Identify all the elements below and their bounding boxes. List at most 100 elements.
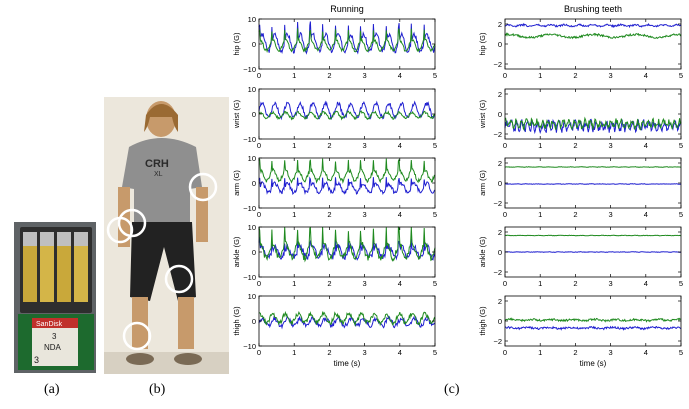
series-line: [258, 236, 436, 261]
x-tick-label: 0: [503, 348, 507, 357]
x-tick-label: 2: [327, 141, 331, 150]
chart-title: Running: [330, 4, 364, 14]
sensor-marker-arm: [188, 172, 218, 202]
series-line: [504, 32, 682, 40]
x-tick-label: 3: [609, 348, 613, 357]
x-tick-label: 2: [327, 210, 331, 219]
subject-photo: CRH XL: [104, 97, 229, 374]
plot-frame: [504, 157, 682, 209]
x-tick-label: 1: [292, 210, 296, 219]
y-tick-label: 0: [498, 317, 502, 326]
x-tick-label: 5: [679, 210, 683, 219]
x-tick-label: 5: [679, 348, 683, 357]
series-line: [258, 158, 436, 184]
y-tick-label: 0: [498, 248, 502, 257]
x-tick-label: 1: [292, 141, 296, 150]
series-line: [504, 118, 682, 135]
device-photo-drawing: SanDisk 3 NDA 3: [14, 222, 96, 373]
x-tick-label: 4: [398, 279, 402, 288]
y-tick-label: 0: [498, 40, 502, 49]
y-tick-label: −2: [493, 199, 502, 208]
series-line: [504, 22, 682, 29]
x-tick-label: 4: [644, 210, 648, 219]
x-tick-label: 3: [363, 71, 367, 80]
x-axis-label: time (s): [580, 359, 607, 368]
right-shoe: [174, 353, 202, 365]
battery: [74, 232, 88, 302]
x-tick-label: 0: [257, 210, 261, 219]
x-tick-label: 2: [327, 71, 331, 80]
x-tick-label: 5: [679, 71, 683, 80]
x-tick-label: 0: [257, 279, 261, 288]
x-tick-label: 2: [573, 71, 577, 80]
y-axis-label: thigh (G): [478, 306, 487, 336]
battery: [40, 232, 54, 302]
x-tick-label: 3: [609, 71, 613, 80]
card-brand: SanDisk: [36, 321, 63, 328]
x-tick-label: 5: [679, 141, 683, 150]
x-tick-label: 4: [644, 141, 648, 150]
y-tick-label: 2: [498, 159, 502, 168]
x-tick-label: 3: [363, 279, 367, 288]
x-tick-label: 0: [257, 71, 261, 80]
y-tick-label: 0: [252, 110, 256, 119]
series-line: [258, 176, 436, 196]
x-tick-label: 2: [573, 279, 577, 288]
series-line: [504, 234, 682, 237]
sensor-marker-thigh: [164, 264, 194, 294]
x-tick-label: 1: [292, 348, 296, 357]
sensor-marker-ankle: [122, 321, 152, 351]
plot-frame: [504, 295, 682, 347]
y-tick-label: 2: [498, 90, 502, 99]
y-axis-label: arm (G): [232, 170, 241, 196]
series-line: [258, 310, 436, 327]
shirt-text-top: CRH: [145, 158, 169, 170]
x-tick-label: 5: [433, 210, 437, 219]
x-tick-label: 2: [573, 348, 577, 357]
x-tick-label: 5: [679, 279, 683, 288]
x-tick-label: 5: [433, 348, 437, 357]
series-line: [504, 317, 682, 323]
series-line: [258, 28, 436, 54]
x-tick-label: 1: [538, 279, 542, 288]
y-axis-label: ankle (G): [478, 236, 487, 267]
x-tick-label: 3: [609, 141, 613, 150]
x-tick-label: 5: [433, 279, 437, 288]
card-note-number: 3: [52, 332, 57, 341]
series-line: [258, 225, 436, 263]
y-tick-label: 0: [252, 40, 256, 49]
y-tick-label: 2: [498, 20, 502, 29]
y-tick-label: 2: [498, 228, 502, 237]
y-tick-label: −10: [243, 273, 256, 282]
x-tick-label: 3: [363, 348, 367, 357]
y-axis-label: hip (G): [478, 32, 487, 55]
x-tick-label: 4: [398, 141, 402, 150]
sensor-marker-wrist: [106, 216, 134, 244]
t-shirt: [122, 138, 202, 222]
x-tick-label: 2: [573, 141, 577, 150]
y-axis-label: wrist (G): [478, 99, 487, 129]
chart-title: Brushing teeth: [564, 4, 622, 14]
x-tick-label: 0: [503, 279, 507, 288]
series-line: [504, 166, 682, 168]
series-line: [504, 116, 682, 132]
y-tick-label: 10: [248, 15, 256, 24]
x-tick-label: 4: [398, 71, 402, 80]
y-tick-label: −2: [493, 130, 502, 139]
device-photo: SanDisk 3 NDA 3: [14, 222, 96, 373]
x-tick-label: 3: [363, 141, 367, 150]
x-axis-label: time (s): [334, 359, 361, 368]
x-tick-label: 5: [433, 141, 437, 150]
series-line: [504, 251, 682, 253]
